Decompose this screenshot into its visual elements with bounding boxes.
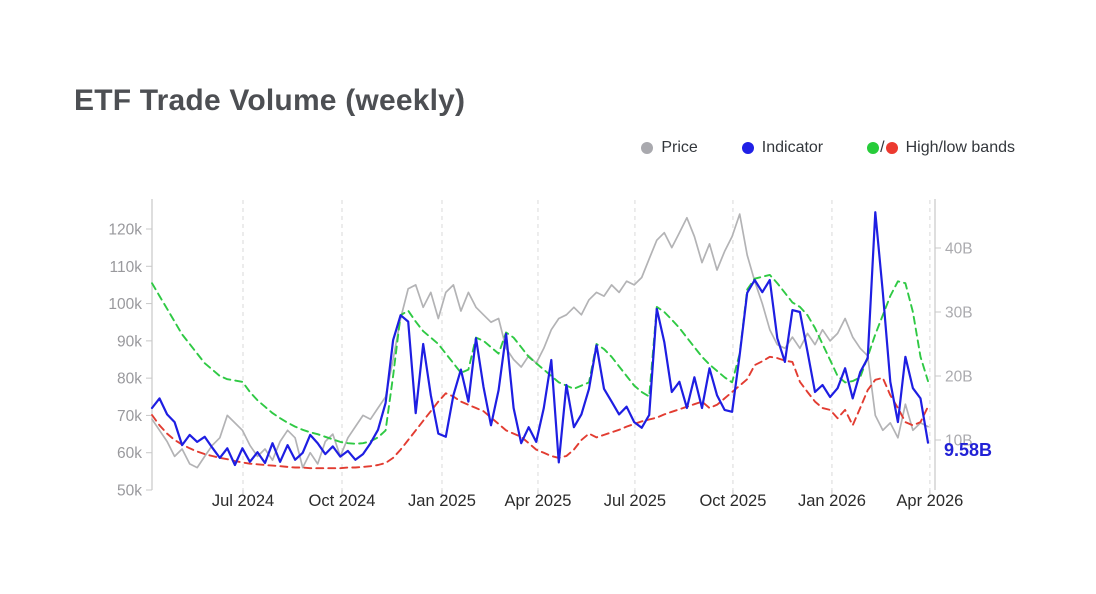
left-tick-label: 50k xyxy=(117,483,142,500)
band-legend-dots: / xyxy=(867,139,898,157)
indicator-legend-dot xyxy=(741,142,754,154)
series-high-band xyxy=(151,273,929,445)
x-tick-label: Jul 2025 xyxy=(604,492,666,510)
left-tick-label: 110k xyxy=(110,259,143,276)
high-band-legend-dot xyxy=(867,142,880,154)
page-title: ETF Trade Volume (weekly) xyxy=(74,84,466,118)
right-tick-label: 40B xyxy=(945,241,973,258)
legend-label-indicator: Indicator xyxy=(761,139,824,156)
series-price xyxy=(151,213,929,469)
legend-item-indicator[interactable]: Indicator xyxy=(741,139,824,157)
x-tick-label: Apr 2025 xyxy=(504,492,571,510)
x-tick-label: Oct 2025 xyxy=(699,492,766,510)
right-tick-label: 30B xyxy=(945,305,973,322)
x-tick-label: Jan 2026 xyxy=(798,492,866,510)
right-tick-label: 10B xyxy=(945,433,973,450)
x-tick-label: Jul 2024 xyxy=(212,492,274,510)
x-tick-label: Oct 2024 xyxy=(309,492,376,510)
left-tick-label: 100k xyxy=(108,296,142,313)
legend-item-price[interactable]: Price xyxy=(641,139,698,157)
legend-label-bands: High/low bands xyxy=(905,139,1015,156)
left-tick-label: 120k xyxy=(108,222,142,239)
price-legend-dot xyxy=(641,142,654,154)
series-low-band xyxy=(151,355,929,470)
left-tick-label: 60k xyxy=(117,445,142,462)
left-tick-label: 90k xyxy=(117,333,142,350)
legend-item-bands[interactable]: / High/low bands xyxy=(867,139,1015,157)
low-band-legend-dot xyxy=(885,142,898,154)
series-indicator xyxy=(150,211,930,467)
legend-label-price: Price xyxy=(661,139,698,156)
left-tick-label: 80k xyxy=(117,371,142,388)
chart-legend: Price Indicator / High/low bands xyxy=(641,139,1015,157)
last-value-badge: 9.58B xyxy=(944,440,993,460)
left-tick-label: 70k xyxy=(117,408,142,425)
x-tick-label: Apr 2026 xyxy=(896,492,963,510)
right-tick-label: 20B xyxy=(945,369,973,386)
x-tick-label: Jan 2025 xyxy=(408,492,476,510)
band-separator: / xyxy=(880,139,885,156)
